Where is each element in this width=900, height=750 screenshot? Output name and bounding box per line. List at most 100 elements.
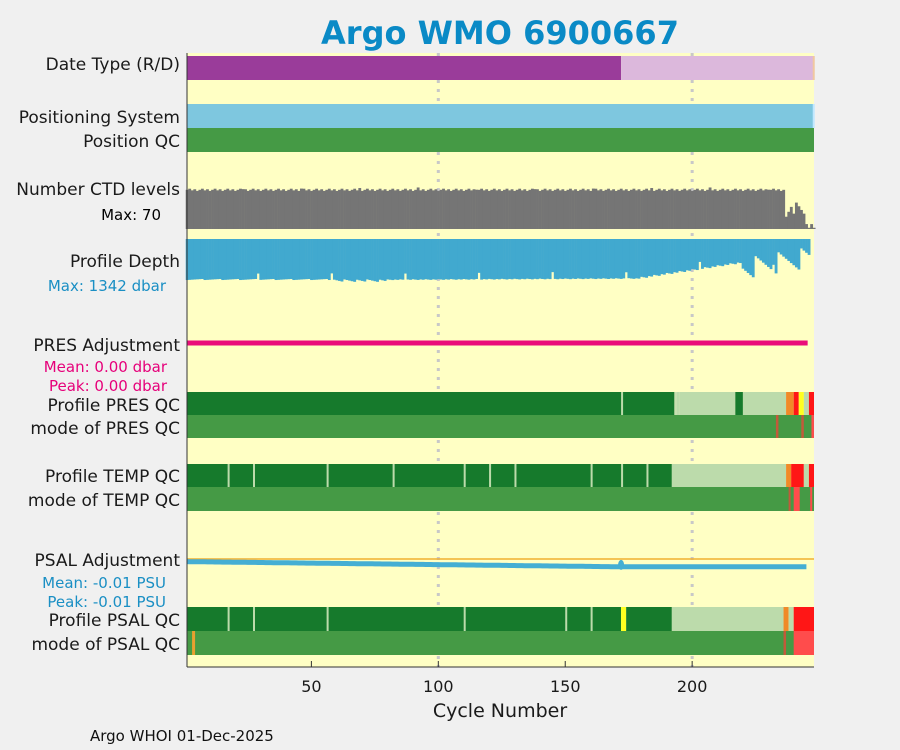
mode-pres-qc-mark-0 (775, 415, 779, 438)
ctd-levels-bar-76 (376, 189, 379, 229)
label-depth-max: Max: 1342 dbar (48, 277, 167, 295)
ctd-levels-bar-86 (401, 189, 405, 229)
ctd-levels-bar-154 (574, 189, 577, 229)
ctd-levels-bar-231 (769, 189, 773, 229)
profile-depth-bar-129 (510, 239, 514, 280)
ctd-levels-bar-159 (586, 189, 590, 229)
temp-qc-thin-5 (489, 464, 492, 487)
profile-depth-bar-136 (528, 239, 532, 280)
profile-temp-qc-seg-0 (187, 464, 672, 487)
profile-depth-bar-117 (480, 239, 484, 280)
ctd-levels-bar-63 (343, 190, 346, 229)
label-positioning-system: Positioning System (19, 108, 180, 128)
profile-depth-bar-133 (520, 239, 524, 279)
profile-depth-bar-74 (371, 239, 374, 281)
x-axis-label: Cycle Number (433, 700, 567, 722)
ctd-levels-bar-210 (716, 190, 720, 229)
profile-depth-bar-119 (485, 239, 489, 280)
profile-depth-bar-141 (541, 239, 544, 279)
profile-depth-bar-165 (602, 239, 605, 279)
profile-depth-bar-94 (421, 239, 425, 280)
ctd-levels-bar-211 (718, 189, 722, 229)
profile-depth-bar-245 (805, 239, 808, 253)
profile-depth-bar-13 (216, 239, 220, 280)
ctd-levels-bar-44 (294, 189, 298, 229)
ctd-levels-bar-50 (310, 190, 313, 229)
psal-qc-thin-0 (227, 607, 230, 631)
ctd-levels-bar-85 (398, 190, 402, 229)
ctd-levels-bar-141 (541, 189, 544, 229)
footer-credit: Argo WHOI 01-Dec-2025 (90, 727, 274, 745)
profile-depth-bar-195 (678, 239, 682, 272)
profile-depth-bar-169 (612, 239, 616, 279)
ctd-levels-bar-122 (492, 188, 496, 229)
profile-depth-bar-48 (305, 239, 308, 280)
profile-depth-bar-98 (431, 239, 435, 280)
ctd-levels-bar-80 (386, 190, 390, 229)
profile-depth-bar-84 (396, 239, 400, 280)
ctd-levels-bar-194 (675, 189, 679, 229)
profile-temp-qc-seg-3 (791, 464, 804, 487)
ctd-levels-bar-237 (784, 216, 788, 229)
ctd-levels-bar-47 (302, 188, 306, 229)
profile-psal-qc-seg-6 (793, 607, 814, 631)
profile-depth-bar-234 (777, 239, 781, 253)
profile-depth-bar-120 (487, 239, 491, 279)
ctd-levels-bar-67 (353, 188, 357, 229)
profile-depth-bar-39 (282, 239, 286, 280)
ctd-levels-bar-149 (561, 189, 565, 229)
ctd-levels-bar-142 (543, 188, 547, 229)
ctd-levels-bar-93 (419, 190, 423, 229)
profile-depth-bar-43 (292, 239, 296, 281)
date-type-seg-0 (187, 56, 622, 80)
profile-depth-bar-214 (726, 239, 730, 265)
mode-pres-qc-mark-2 (811, 415, 814, 438)
profile-depth-bar-12 (213, 239, 217, 280)
ctd-levels-bar-146 (553, 189, 557, 229)
ctd-levels-bar-220 (741, 190, 745, 229)
ctd-levels-bar-179 (637, 189, 641, 229)
ctd-levels-bar-223 (749, 190, 753, 229)
profile-depth-bar-83 (393, 239, 397, 280)
profile-depth-bar-29 (256, 239, 260, 274)
profile-depth-bar-58 (330, 239, 334, 274)
ctd-levels-bar-129 (510, 189, 514, 229)
profile-depth-bar-153 (571, 239, 575, 279)
ctd-levels-bar-240 (792, 213, 796, 229)
profile-depth-bar-27 (251, 239, 255, 280)
ctd-levels-bar-128 (508, 190, 511, 229)
ctd-levels-bar-224 (751, 189, 755, 229)
profile-depth-bar-190 (665, 239, 669, 273)
temp-qc-thin-6 (514, 464, 517, 487)
profile-depth-bar-62 (340, 239, 344, 282)
ctd-levels-bar-27 (251, 188, 255, 229)
ctd-levels-bar-143 (546, 190, 550, 229)
ctd-levels-bar-176 (629, 189, 633, 229)
profile-depth-bar-134 (523, 239, 527, 280)
profile-depth-bar-156 (579, 239, 583, 279)
ctd-levels-bar-72 (365, 188, 369, 229)
profile-depth-bar-90 (411, 239, 415, 280)
ctd-levels-bar-170 (614, 190, 618, 229)
ctd-levels-bar-22 (239, 188, 242, 229)
ctd-levels-bar-156 (579, 189, 583, 229)
ctd-levels-bar-59 (332, 189, 336, 229)
mode-pres-qc-bar (187, 415, 814, 438)
profile-depth-bar-88 (406, 239, 410, 280)
mode-psal-qc-mark-0 (192, 631, 196, 655)
profile-depth-bar-110 (462, 239, 466, 280)
profile-depth-bar-223 (749, 239, 753, 276)
profile-depth-bar-160 (589, 239, 593, 279)
ctd-levels-bar-196 (680, 189, 684, 229)
profile-depth-bar-170 (614, 239, 618, 279)
label-pres-adjustment: PRES Adjustment (33, 336, 180, 356)
ctd-levels-bar-105 (449, 190, 453, 229)
label-profile-pres-qc: Profile PRES QC (47, 396, 180, 416)
profile-depth-bar-59 (332, 239, 336, 280)
ctd-levels-bar-111 (464, 189, 468, 229)
profile-depth-bar-21 (236, 239, 240, 279)
ctd-levels-bar-234 (777, 189, 781, 229)
ctd-levels-bar-134 (523, 189, 527, 229)
ctd-levels-bar-19 (231, 189, 235, 229)
profile-depth-bar-76 (376, 239, 379, 282)
